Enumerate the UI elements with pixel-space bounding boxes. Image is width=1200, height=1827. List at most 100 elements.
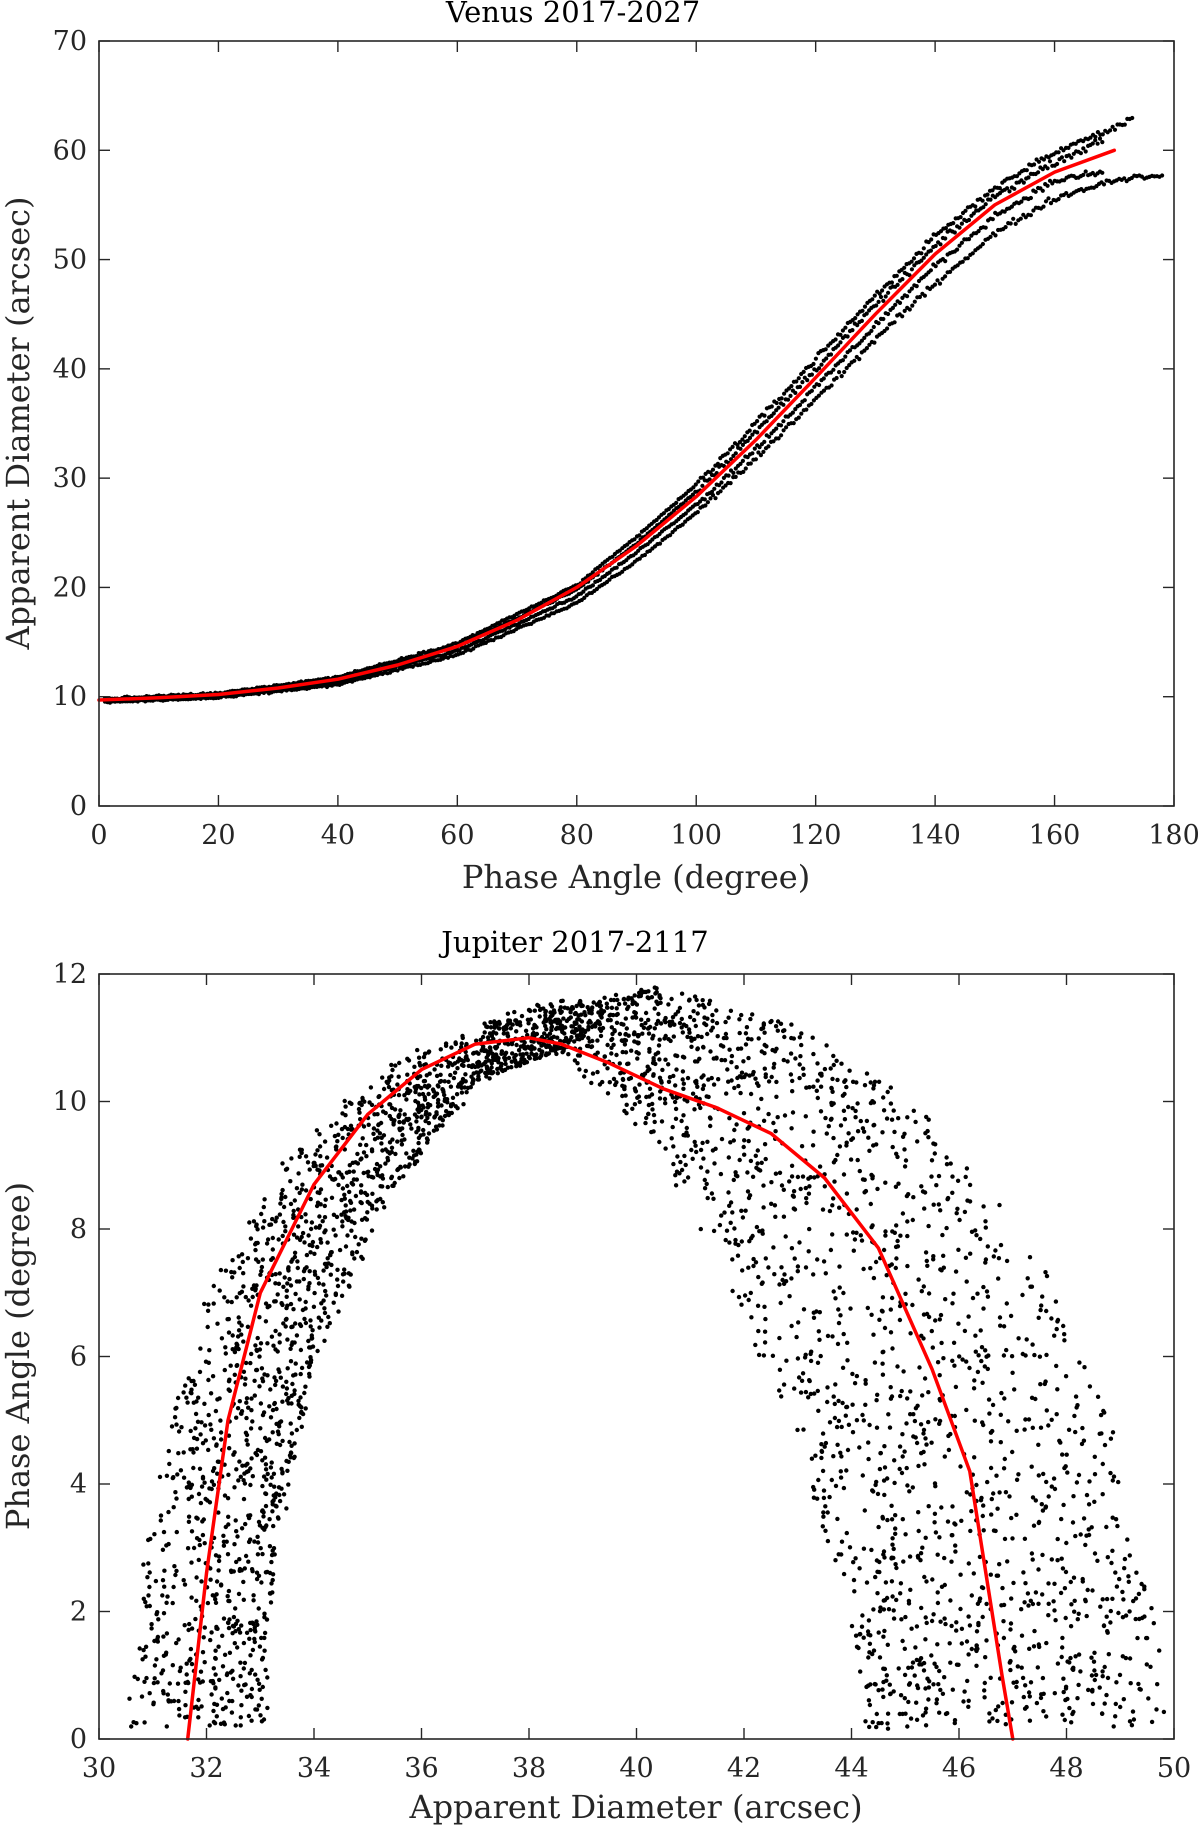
data-point [1062, 1717, 1068, 1723]
data-point [973, 204, 978, 209]
data-point [426, 1049, 432, 1054]
data-point [1011, 1680, 1016, 1685]
data-point [1000, 1585, 1005, 1591]
data-point [313, 1163, 318, 1169]
data-point [761, 1353, 767, 1358]
data-point [1122, 176, 1127, 181]
data-point [943, 259, 948, 264]
data-point [651, 1058, 656, 1063]
data-point [1044, 1273, 1050, 1279]
data-point [405, 1072, 410, 1077]
data-point [907, 1554, 913, 1559]
data-point [1110, 1515, 1115, 1520]
data-point [943, 226, 949, 231]
data-point [225, 1299, 230, 1304]
data-point [1104, 1596, 1110, 1602]
data-point [795, 1427, 800, 1433]
data-point [357, 1100, 362, 1106]
data-point [871, 1143, 876, 1148]
data-point [1038, 1425, 1044, 1430]
data-point [617, 1061, 622, 1066]
data-point [915, 1683, 920, 1688]
data-point [385, 1184, 390, 1190]
data-point [226, 1514, 231, 1520]
data-point [1009, 1354, 1015, 1359]
data-point [577, 1027, 583, 1033]
data-point [663, 1015, 668, 1021]
data-point [979, 1345, 985, 1350]
data-point [953, 1384, 959, 1390]
data-point [701, 1156, 706, 1161]
data-point [692, 1139, 697, 1145]
data-point [910, 1485, 915, 1490]
data-point [137, 1646, 142, 1651]
data-point [185, 1400, 190, 1405]
data-point [971, 211, 976, 216]
data-point [801, 1066, 806, 1071]
data-point [904, 1421, 909, 1426]
data-point [897, 1444, 903, 1449]
data-point [822, 1184, 827, 1189]
data-point [1064, 1452, 1069, 1457]
data-point [1040, 1675, 1046, 1681]
data-point [839, 1539, 845, 1544]
data-point [660, 1067, 665, 1073]
data-point [908, 1716, 914, 1721]
data-point [724, 1035, 729, 1041]
data-point [815, 1078, 820, 1083]
data-point [622, 1084, 627, 1089]
data-point [876, 1630, 881, 1635]
data-point [248, 1537, 253, 1542]
data-point [803, 1114, 808, 1119]
data-point [218, 1267, 224, 1273]
data-point [166, 1541, 171, 1547]
data-point [840, 1400, 845, 1406]
data-point [591, 1000, 596, 1005]
data-point [797, 384, 803, 389]
data-point [741, 1144, 746, 1150]
data-point [244, 1438, 249, 1443]
data-point [756, 450, 761, 455]
data-point [1144, 1635, 1150, 1641]
data-point [762, 1051, 767, 1056]
data-point [809, 401, 814, 407]
data-point [223, 1524, 228, 1530]
data-point [779, 433, 784, 438]
data-point [656, 1011, 661, 1017]
data-point [876, 321, 881, 326]
data-point [910, 1302, 915, 1308]
data-point [237, 1320, 242, 1325]
data-point [250, 1474, 255, 1479]
data-point [841, 1172, 847, 1177]
data-point [362, 1099, 367, 1104]
data-point [863, 1188, 869, 1194]
data-point [954, 1211, 959, 1216]
data-point [257, 1384, 262, 1389]
data-point [955, 247, 960, 252]
data-point [951, 1340, 957, 1346]
data-point [389, 1062, 394, 1068]
data-point [273, 1378, 279, 1384]
data-point [318, 1240, 324, 1245]
data-point [741, 1059, 746, 1064]
data-point [730, 444, 735, 449]
data-point [742, 1152, 747, 1157]
data-point [859, 338, 865, 343]
data-point [811, 1084, 816, 1089]
data-point [240, 1463, 245, 1468]
data-point [1014, 1684, 1019, 1690]
data-point [968, 1251, 973, 1256]
data-point [921, 1312, 927, 1317]
data-point [917, 294, 923, 300]
data-point [745, 1170, 750, 1175]
data-point [853, 316, 858, 321]
data-point [1126, 1579, 1132, 1585]
data-point [220, 1633, 225, 1639]
data-point [956, 1247, 961, 1253]
data-point [902, 1672, 908, 1678]
data-point [1004, 1347, 1009, 1353]
data-point [389, 1145, 395, 1151]
data-point [434, 1073, 440, 1079]
data-point [771, 1245, 776, 1250]
data-point [858, 1233, 863, 1238]
